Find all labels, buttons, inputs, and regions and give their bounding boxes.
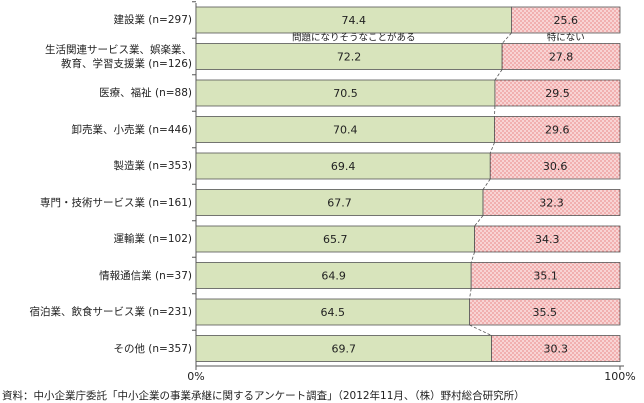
connector-line <box>494 69 503 81</box>
x-tick-label: 0% <box>187 370 204 383</box>
category-label: その他 (n=357) <box>113 342 192 355</box>
category-label: 専門・技術サービス業 (n=161) <box>39 196 192 209</box>
bar-segment <box>489 152 621 180</box>
bar-segment <box>474 225 621 253</box>
connector-line <box>501 32 512 44</box>
value-label: 29.5 <box>545 87 570 100</box>
bar-segment <box>195 298 470 326</box>
connector-line <box>482 178 491 190</box>
value-label: 64.9 <box>321 270 346 283</box>
bar-segment <box>491 335 621 362</box>
value-label: 69.7 <box>332 343 357 356</box>
connector-line <box>469 288 472 300</box>
value-label: 69.4 <box>331 160 356 173</box>
value-label: 70.5 <box>333 87 358 100</box>
category-label: 生活関連サービス業、娯楽業、 教育、学習支援業 (n=126) <box>45 43 192 70</box>
value-label: 29.6 <box>545 124 570 137</box>
connector-line <box>489 142 495 154</box>
category-label: 製造業 (n=353) <box>113 160 192 172</box>
legend-label: 特にない <box>547 32 585 44</box>
bar-segment <box>195 335 492 362</box>
value-label: 35.5 <box>532 306 557 319</box>
category-label: 運輸業 (n=102) <box>113 233 192 245</box>
bar-segment <box>482 189 621 216</box>
bar-segment <box>501 43 621 70</box>
bar-segment <box>494 79 621 107</box>
bar-segment <box>195 6 512 34</box>
value-label: 25.6 <box>553 14 578 27</box>
bar-segment <box>195 152 491 180</box>
value-label: 65.7 <box>323 233 348 246</box>
category-label: 情報通信業 (n=37) <box>99 269 192 282</box>
source-note: 資料：中小企業庁委託「中小企業の事業承継に関するアンケート調査」（2012年11… <box>2 390 525 402</box>
bar-segment <box>511 6 621 34</box>
category-label: 卸売業、小売業 (n=446) <box>71 123 192 136</box>
bar-segment <box>494 116 621 143</box>
category-label: 医療、福祉 (n=88) <box>99 87 192 99</box>
category-label: 建設業 (n=297) <box>113 14 192 26</box>
bar-segment <box>469 298 621 326</box>
value-label: 30.3 <box>544 343 569 356</box>
bar-segment <box>470 262 621 289</box>
legend-label: 問題になりそうなことがある <box>292 32 416 44</box>
connector-line <box>469 324 492 336</box>
value-label: 67.7 <box>327 197 352 210</box>
bar-segment <box>195 116 495 143</box>
value-label: 72.2 <box>337 51 362 64</box>
value-label: 64.5 <box>320 306 345 319</box>
value-label: 27.8 <box>549 51 574 64</box>
x-tick-label: 100% <box>604 370 635 383</box>
category-label: 宿泊業、飲食サービス業 (n=231) <box>29 306 192 318</box>
connector-line <box>474 215 484 227</box>
bar-segment <box>195 43 503 70</box>
value-label: 34.3 <box>535 233 560 246</box>
connector-line <box>470 251 475 263</box>
value-label: 74.4 <box>341 14 366 27</box>
value-label: 30.6 <box>543 160 568 173</box>
value-label: 32.3 <box>539 197 564 210</box>
value-label: 70.4 <box>333 124 358 137</box>
bar-segment <box>195 225 475 253</box>
value-label: 35.1 <box>533 270 558 283</box>
